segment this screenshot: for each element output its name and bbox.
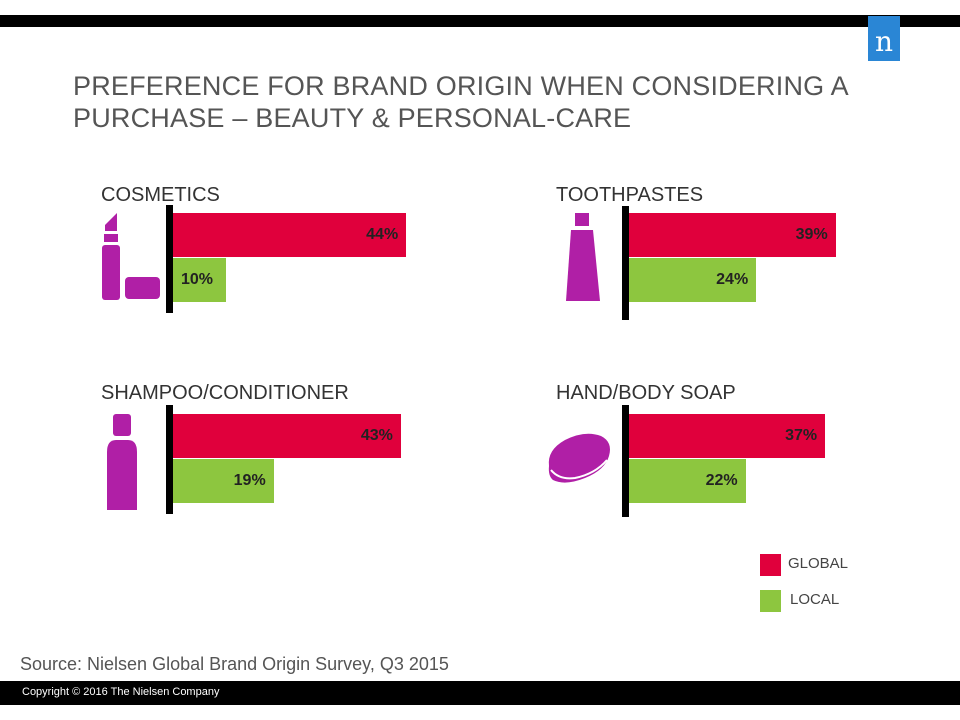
data-label-global-shampoo-conditioner: 43% [360,427,393,444]
data-label-local-shampoo-conditioner: 19% [233,472,266,489]
bar-local-cosmetics [173,258,226,302]
data-label-global-hand-body-soap: 37% [785,427,818,444]
legend-label-global: GLOBAL [788,555,849,572]
bar-local-hand-body-soap [629,459,746,503]
data-label-global-cosmetics: 44% [366,226,399,243]
panel-title-cosmetics: COSMETICS [101,184,220,206]
data-label-global-toothpastes: 39% [795,226,828,243]
bar-global-cosmetics [173,213,407,257]
bar-global-shampoo-conditioner [173,414,401,458]
soap-bar-icon [548,433,610,483]
bar-local-shampoo-conditioner [173,459,274,503]
shampoo-bottle-icon [107,414,137,510]
page-title: PREFERENCE FOR BRAND ORIGIN WHEN CONSIDE… [73,71,848,133]
top-bar [0,15,960,27]
legend-label-local: LOCAL [790,591,840,608]
data-label-local-hand-body-soap: 22% [705,472,738,489]
copyright-text: Copyright © 2016 The Nielsen Company [22,686,220,698]
bar-global-hand-body-soap [629,414,826,458]
panel-title-hand-body-soap: HAND/BODY SOAP [556,382,736,404]
toothpaste-tube-icon [566,213,600,301]
axis-line-hand-body-soap [622,405,629,517]
legend-swatch-global [760,554,781,576]
data-label-local-toothpastes: 24% [716,271,749,288]
lipstick-icon [102,213,160,300]
panel-title-shampoo-conditioner: SHAMPOO/CONDITIONER [101,382,349,404]
data-label-local-cosmetics: 10% [181,271,214,288]
axis-line-toothpastes [622,206,629,320]
axis-line-shampoo-conditioner [166,405,173,514]
bar-local-toothpastes [629,258,757,302]
footer-bar: Copyright © 2016 The Nielsen Company [0,681,960,705]
bar-global-toothpastes [629,213,836,257]
legend-swatch-local [760,590,781,612]
nielsen-logo: n [868,16,900,61]
panel-title-toothpastes: TOOTHPASTES [556,184,704,206]
axis-line-cosmetics [166,205,173,313]
source-note: Source: Nielsen Global Brand Origin Surv… [20,654,449,674]
